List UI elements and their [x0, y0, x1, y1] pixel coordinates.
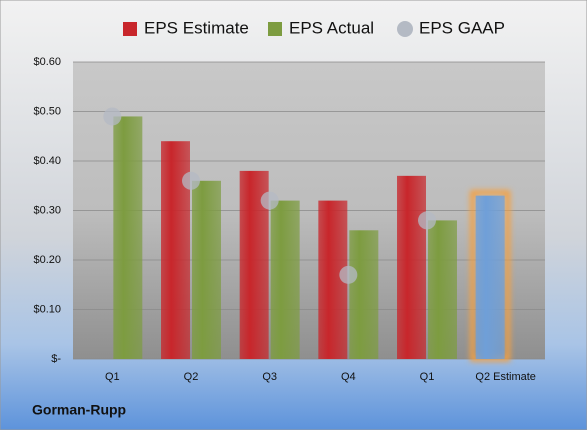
- bar: [270, 200, 300, 359]
- bar: [192, 180, 221, 359]
- bar: [349, 230, 379, 359]
- legend-label: EPS Actual: [289, 18, 374, 37]
- x-tick-label: Q1: [420, 371, 435, 383]
- legend-marker: [123, 22, 137, 36]
- gaap-marker: [418, 211, 436, 230]
- bar: [475, 195, 505, 359]
- legend-marker: [397, 21, 413, 37]
- footer: Gorman-Rupp: [32, 402, 126, 418]
- bar: [428, 220, 457, 359]
- y-tick-label: $0.10: [33, 303, 61, 315]
- y-tick-label: $-: [51, 353, 61, 365]
- x-tick-label: Q1: [105, 371, 120, 383]
- gaap-marker: [339, 265, 358, 284]
- gaap-marker: [260, 191, 279, 210]
- gaap-marker: [182, 171, 200, 190]
- bar: [397, 175, 426, 359]
- gaap-marker: [103, 107, 122, 126]
- y-tick-label: $0.50: [33, 105, 61, 117]
- x-tick-label: Q2 Estimate: [475, 371, 536, 383]
- legend-label: EPS Estimate: [144, 18, 249, 37]
- y-tick-label: $0.30: [33, 204, 61, 216]
- bar: [113, 116, 143, 359]
- y-tick-label: $0.60: [33, 56, 61, 68]
- y-tick-label: $0.40: [33, 155, 61, 167]
- x-tick-label: Q2: [184, 371, 199, 383]
- x-tick-label: Q3: [262, 371, 277, 383]
- y-tick-label: $0.20: [33, 254, 61, 266]
- legend-label: EPS GAAP: [419, 18, 505, 37]
- legend-marker: [268, 22, 282, 36]
- x-tick-label: Q4: [341, 371, 356, 383]
